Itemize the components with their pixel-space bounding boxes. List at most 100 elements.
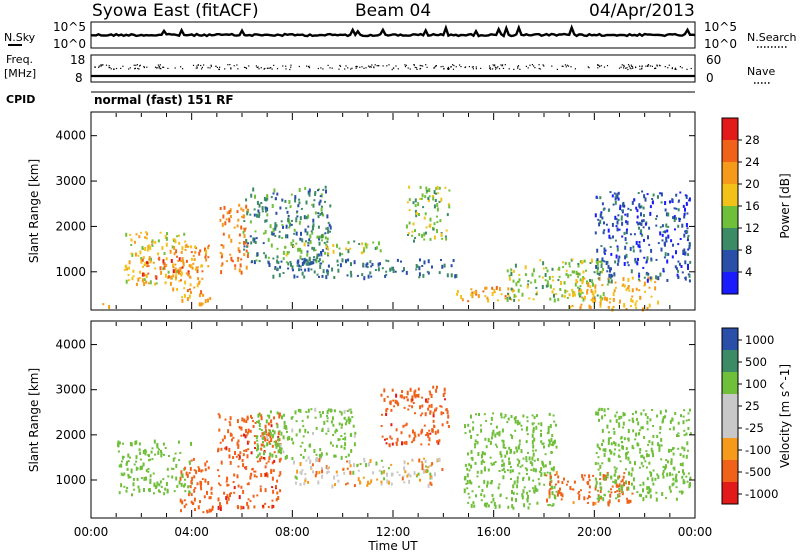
velocity-cell-cluster-8 <box>612 427 615 430</box>
nave-dot <box>137 67 139 70</box>
velocity-cell-cluster-4 <box>375 461 378 466</box>
power-cell-cluster-5 <box>300 231 302 236</box>
velocity-cell-cluster-6 <box>549 460 552 465</box>
power-colorbar-segment <box>722 118 738 140</box>
nave-dot <box>306 65 308 67</box>
velocity-cell-cluster-0 <box>180 474 183 477</box>
power-cell-cluster-7 <box>341 258 344 263</box>
velocity-cell-cluster-3 <box>262 441 264 443</box>
velocity-cell-cluster-2 <box>226 494 229 499</box>
velocity-cell-cluster-8 <box>645 495 648 499</box>
velocity-cell-cluster-5 <box>420 430 423 435</box>
power-cell-cluster-5 <box>317 225 320 229</box>
power-cell-cluster-4 <box>237 256 240 259</box>
power-cell-cluster-8 <box>414 229 416 233</box>
power-cell-cluster-10 <box>535 293 538 296</box>
velocity-cell-cluster-7 <box>594 486 597 491</box>
power-cell-cluster-3 <box>180 250 183 254</box>
power-cell-cluster-4 <box>226 211 229 215</box>
power-cell-cluster-5 <box>250 193 253 198</box>
power-cell-cluster-5 <box>262 232 265 235</box>
velocity-cell-cluster-7 <box>626 486 629 491</box>
velocity-cell-cluster-1 <box>207 481 210 485</box>
velocity-colorbar-segment <box>722 482 738 504</box>
power-cell-cluster-10 <box>538 275 541 278</box>
velocity-cell-cluster-2 <box>279 471 282 476</box>
velocity-cell-cluster-1 <box>194 487 197 489</box>
velocity-cell-cluster-4 <box>403 481 406 484</box>
power-cell-cluster-12 <box>615 194 618 199</box>
power-cell-cluster-5 <box>304 186 307 190</box>
power-cell-cluster-7 <box>418 276 421 279</box>
velocity-cell-cluster-6 <box>537 478 540 481</box>
velocity-cell-cluster-8 <box>642 481 645 486</box>
power-colorbar-tick-label: 24 <box>745 155 760 169</box>
velocity-cell-cluster-5 <box>427 433 430 438</box>
power-cell-cluster-11 <box>643 281 646 286</box>
velocity-cell-cluster-0 <box>145 469 148 473</box>
velocity-cell-cluster-5 <box>447 425 450 428</box>
power-cell-cluster-12 <box>625 242 628 245</box>
x-tick-label: 12:00 <box>376 525 411 539</box>
nave-dot <box>674 67 676 69</box>
velocity-cell-cluster-0 <box>153 482 156 487</box>
nave-dot <box>562 65 564 67</box>
velocity-cell-cluster-3 <box>304 428 307 433</box>
power-cell-cluster-5 <box>311 246 314 250</box>
power-ylabel: Slant Range [km] <box>27 159 41 263</box>
velocity-cell-cluster-2 <box>218 428 221 432</box>
velocity-cell-cluster-8 <box>648 489 651 493</box>
velocity-cell-cluster-6 <box>551 504 554 507</box>
velocity-cell-cluster-8 <box>607 407 610 410</box>
velocity-cell-cluster-3 <box>342 438 345 440</box>
velocity-cell-cluster-6 <box>555 490 558 493</box>
power-cell-cluster-12 <box>682 249 685 254</box>
power-cell-cluster-5 <box>285 224 288 229</box>
velocity-cell-cluster-5 <box>395 428 398 432</box>
velocity-cell-cluster-5 <box>386 407 389 410</box>
power-cell-cluster-7 <box>381 267 384 270</box>
velocity-colorbar-segment <box>722 328 738 350</box>
nave-dot <box>196 65 198 67</box>
velocity-cell-cluster-2 <box>241 459 244 462</box>
velocity-cell-cluster-8 <box>671 483 674 487</box>
velocity-cell-cluster-8 <box>658 444 661 449</box>
power-cell-cluster-5 <box>277 261 280 265</box>
nave-dot <box>271 68 273 70</box>
power-cell-cluster-5 <box>314 193 317 196</box>
velocity-cell-cluster-2 <box>269 434 272 439</box>
velocity-cell-cluster-6 <box>512 491 515 495</box>
velocity-cell-cluster-6 <box>522 414 525 418</box>
power-cell-cluster-11 <box>600 298 602 303</box>
velocity-cell-cluster-3 <box>307 408 310 413</box>
velocity-cell-cluster-5 <box>408 434 411 438</box>
velocity-cell-ytick-label: 3000 <box>55 383 86 397</box>
velocity-cell-cluster-0 <box>159 490 161 493</box>
power-cell-cluster-2 <box>187 272 190 275</box>
velocity-cell-cluster-0 <box>156 481 159 486</box>
nave-dot <box>588 67 590 69</box>
nave-dot <box>129 67 131 69</box>
velocity-cell-cluster-2 <box>229 460 232 465</box>
power-cell-cluster-8 <box>446 213 449 217</box>
velocity-cell-cluster-8 <box>597 495 600 499</box>
power-cell-cluster-5 <box>256 200 259 205</box>
power-cell-cluster-3 <box>202 293 205 297</box>
velocity-cell-cluster-0 <box>179 451 182 454</box>
velocity-cell-cluster-3 <box>340 445 343 449</box>
power-cell-cluster-7 <box>366 266 369 269</box>
velocity-cell-cluster-8 <box>613 466 616 469</box>
velocity-cell-cluster-5 <box>380 393 383 397</box>
velocity-cell-cluster-0 <box>175 476 178 481</box>
power-cell-cluster-1 <box>145 265 148 268</box>
velocity-cell-cluster-6 <box>504 446 507 449</box>
velocity-cell-cluster-8 <box>687 449 689 452</box>
power-cell-cluster-9 <box>482 290 485 293</box>
velocity-cell-cluster-6 <box>481 489 484 492</box>
velocity-cell-cluster-2 <box>243 449 246 452</box>
nave-dot <box>120 67 122 69</box>
power-cell-cluster-5 <box>307 244 310 247</box>
power-cell-cluster-0 <box>102 303 105 306</box>
power-cell-cluster-12 <box>625 220 628 224</box>
power-cell-cluster-5 <box>319 199 322 203</box>
